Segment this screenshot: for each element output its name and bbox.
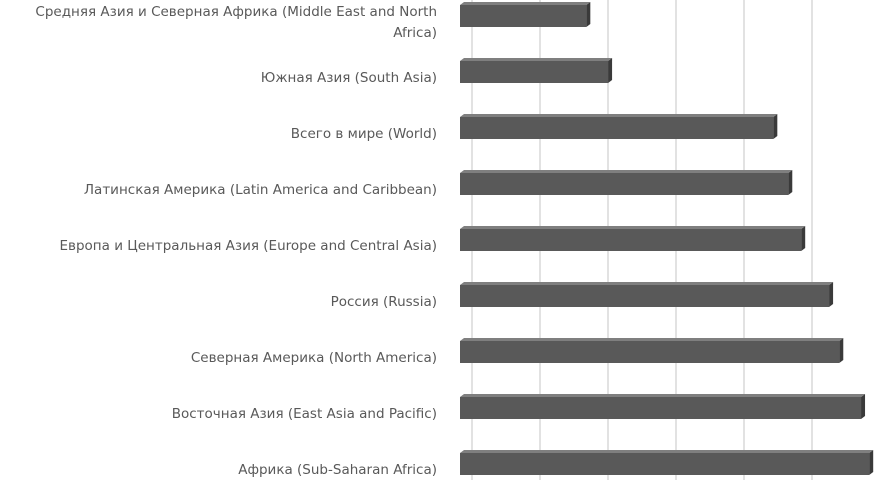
category-label: Всего в мире (World) xyxy=(290,125,437,142)
category-label: Северная Америка (North America) xyxy=(190,349,437,366)
bar xyxy=(460,5,587,27)
bar-side xyxy=(788,170,793,195)
bar-top xyxy=(460,226,806,229)
category-label: Россия (Russia) xyxy=(330,293,437,310)
bar-top xyxy=(460,170,793,173)
bar-side xyxy=(869,450,874,475)
bar-side xyxy=(773,114,778,139)
category-label: Европа и Центральная Азия (Europe and Ce… xyxy=(59,237,437,254)
bar-side xyxy=(586,2,591,27)
bar xyxy=(460,229,802,251)
bar xyxy=(460,397,862,419)
category-label: Латинская Америка (Latin America and Car… xyxy=(83,181,437,198)
bar-side xyxy=(861,394,866,419)
bar-side xyxy=(839,338,844,363)
bar xyxy=(460,341,840,363)
bar-side xyxy=(801,226,806,251)
bar-top xyxy=(460,114,778,117)
bar-top xyxy=(460,282,834,285)
bar xyxy=(460,453,870,475)
bar-group xyxy=(460,338,844,363)
bar xyxy=(460,173,789,195)
bar-group xyxy=(460,2,591,27)
category-label: Восточная Азия (East Asia and Pacific) xyxy=(171,405,437,422)
category-label: Южная Азия (South Asia) xyxy=(260,69,437,86)
bar-top xyxy=(460,450,874,453)
bar-side xyxy=(829,282,834,307)
bar xyxy=(460,285,830,307)
bar xyxy=(460,61,609,83)
bar-group xyxy=(460,282,834,307)
bar-top xyxy=(460,394,866,397)
bar-top xyxy=(460,2,591,5)
bar-top xyxy=(460,338,844,341)
category-label: Африка (Sub-Saharan Africa) xyxy=(238,461,437,478)
bar-top xyxy=(460,58,613,61)
bar-group xyxy=(460,450,874,475)
bar xyxy=(460,117,774,139)
bar-side xyxy=(608,58,613,83)
bar-group xyxy=(460,170,793,195)
category-label: Средняя Азия и Северная Африка (Middle E… xyxy=(35,4,437,41)
bar-group xyxy=(460,58,613,83)
bar-group xyxy=(460,114,778,139)
bar-group xyxy=(460,394,866,419)
bar-group xyxy=(460,226,806,251)
